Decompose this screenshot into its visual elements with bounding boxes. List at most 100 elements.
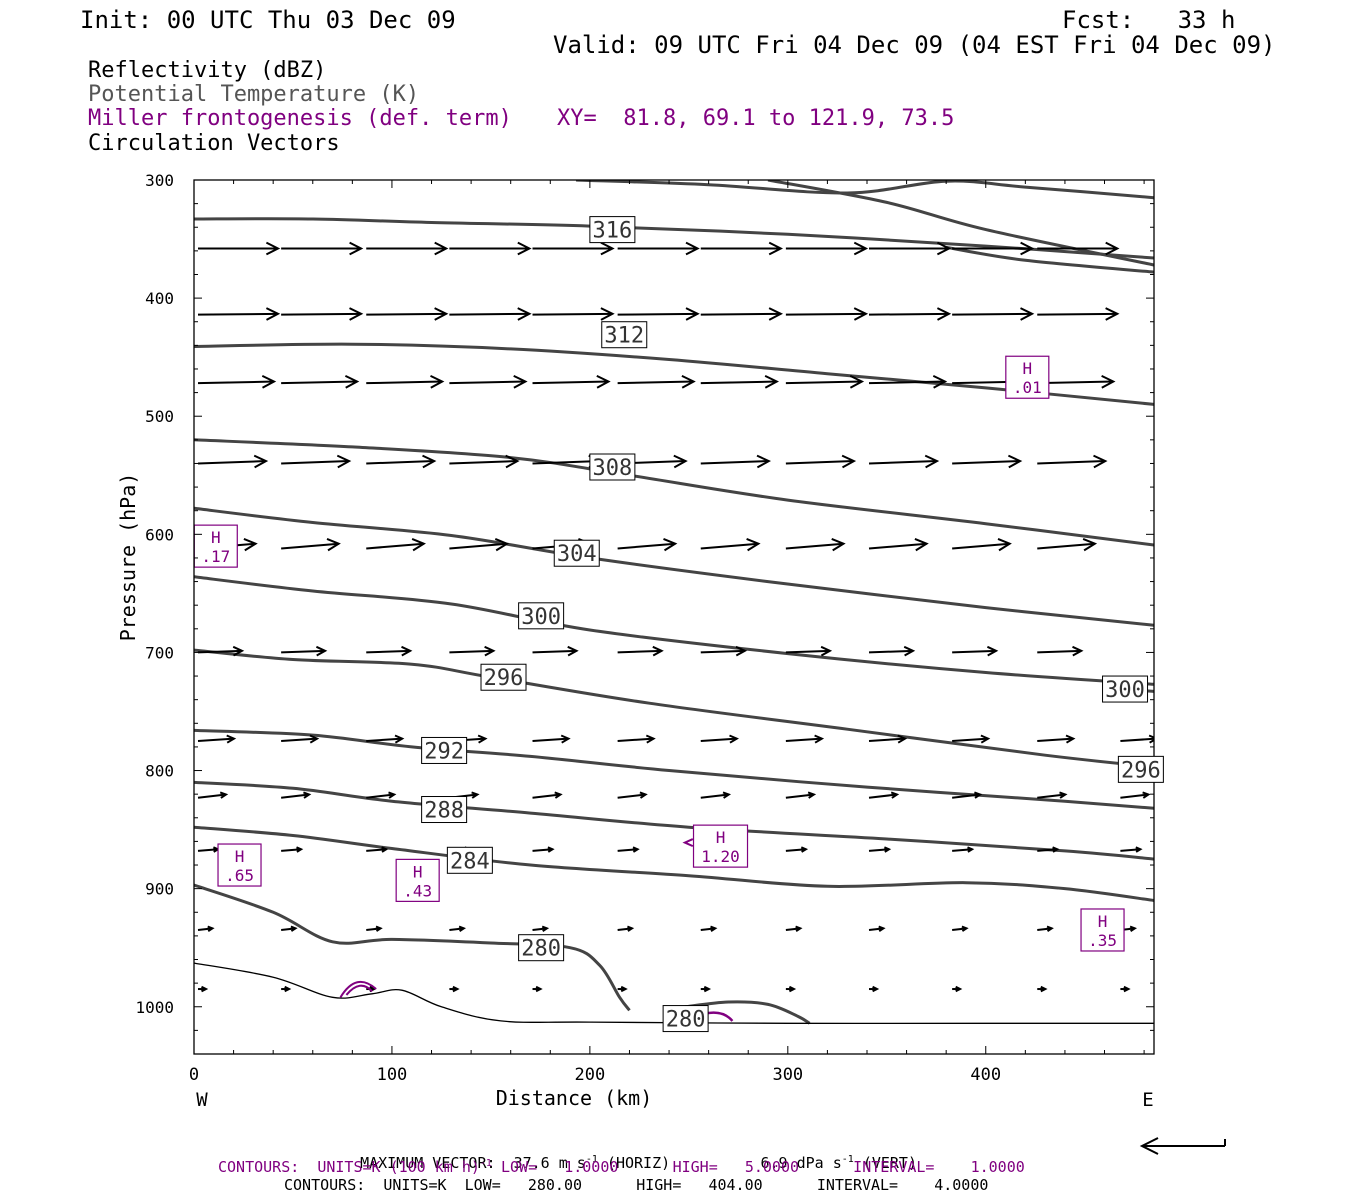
vector-head	[541, 925, 550, 932]
circulation-vector-9-8	[868, 925, 886, 932]
vector-shaft	[952, 542, 1010, 550]
vector-head	[517, 241, 532, 256]
circulation-vector-3-1	[281, 454, 352, 469]
vector-head	[394, 734, 405, 744]
vector-head	[253, 454, 269, 469]
circulation-vector-0-9	[952, 241, 1035, 256]
circulation-vector-10-5	[617, 985, 628, 993]
vector-shaft	[785, 649, 830, 654]
circulation-vector-6-5	[617, 734, 656, 744]
vector-head	[309, 734, 320, 744]
circulation-vector-1-1	[281, 307, 364, 321]
vector-shaft	[952, 460, 1021, 465]
vector-head	[800, 846, 809, 853]
vector-head	[471, 791, 480, 799]
circulation-vector-4-9	[952, 537, 1012, 552]
circulation-vector-9-0	[197, 925, 215, 932]
vector-head	[1123, 985, 1131, 993]
legend-potential-temperature: Potential Temperature (K)	[88, 82, 420, 107]
circulation-vector-8-1	[281, 846, 304, 853]
circulation-vector-7-11	[1120, 791, 1151, 799]
y-tick-label-600: 600	[145, 525, 174, 544]
vector-head	[388, 791, 397, 799]
circulation-vector-7-1	[281, 791, 312, 799]
frontogenesis-h-label: H	[211, 528, 221, 547]
contour-label-box-300	[518, 602, 565, 630]
circulation-vector-4-1	[281, 537, 341, 552]
vector-shaft	[785, 312, 866, 316]
vector-shaft	[700, 460, 769, 465]
vector-head	[596, 374, 611, 389]
vector-head	[831, 537, 846, 552]
contour-label-box-304	[553, 539, 600, 567]
circulation-vector-0-10	[1037, 241, 1120, 256]
contour-label-316: 316	[593, 219, 633, 244]
contours1-rest: LOW= 1.0000 HIGH= 5.0000 INTERVAL= 1.000…	[491, 1158, 1025, 1176]
circulation-vector-7-6	[700, 791, 732, 799]
vector-head	[381, 846, 389, 853]
vector-head	[535, 985, 543, 993]
circulation-vector-5-2	[366, 645, 413, 657]
vector-head	[430, 374, 445, 389]
vector-shaft	[868, 927, 884, 931]
circulation-vector-9-3	[449, 925, 467, 932]
vector-shaft	[366, 460, 435, 465]
circulation-vector-3-6	[700, 454, 772, 469]
frontogenesis-max-5: H.35	[1080, 908, 1125, 952]
circulation-vector-2-4	[532, 374, 611, 389]
vector-shaft	[197, 793, 227, 799]
circulation-vector-2-6	[700, 374, 780, 389]
circulation-vector-1-4	[532, 307, 615, 321]
vector-head	[505, 454, 520, 469]
vector-head	[768, 307, 784, 321]
y-tick-label-300: 300	[145, 171, 174, 190]
frontogenesis-max-4: H.01	[1005, 355, 1050, 399]
vector-head	[663, 537, 678, 552]
vector-head	[974, 791, 983, 799]
vector-head	[652, 645, 664, 657]
circulation-vector-0-5	[617, 241, 700, 256]
circulation-vector-8-0	[197, 846, 221, 853]
circulation-vector-5-9	[952, 645, 999, 657]
contour-label-box-284	[446, 846, 493, 874]
vector-shaft	[785, 848, 806, 852]
vector-shaft	[1037, 927, 1052, 931]
contours1-exponent: -1	[479, 1158, 492, 1169]
vector-shaft	[617, 793, 646, 799]
x-tick-label-100: 100	[377, 1065, 408, 1085]
theta-contour-300-7	[194, 575, 1154, 686]
vector-head	[1072, 645, 1084, 657]
vector-head	[681, 374, 696, 389]
y-tick-label-500: 500	[145, 407, 174, 426]
vector-shaft	[197, 848, 219, 852]
x-end-label-east: E	[1142, 1089, 1153, 1111]
vector-head	[924, 454, 940, 469]
vector-shaft	[197, 927, 213, 931]
frontogenesis-box	[217, 843, 262, 887]
frontogenesis-value: .65	[225, 866, 254, 885]
x-tick-label-200: 200	[575, 1065, 606, 1085]
circulation-vector-4-2	[366, 537, 426, 552]
circulation-vector-6-11	[1120, 734, 1154, 744]
vector-shaft	[281, 793, 310, 799]
vector-shaft	[449, 649, 494, 654]
contour-labels: 316 312 308 304 300 300 296 296 292 288 284 280 280	[421, 216, 1164, 1033]
vector-head	[997, 537, 1012, 552]
circulation-vector-4-10	[1037, 537, 1098, 552]
y-axis-label: Pressure (hPa)	[116, 473, 140, 642]
theta-contour-316-1	[575, 180, 1154, 200]
vector-shaft	[1037, 737, 1074, 743]
vector-shaft	[1037, 848, 1058, 852]
legend-circulation-vectors: Circulation Vectors	[88, 131, 340, 156]
vector-shaft	[868, 793, 898, 799]
circulation-vector-9-9	[952, 925, 969, 932]
circulation-vector-1-2	[366, 307, 449, 321]
circulation-vector-5-8	[868, 645, 916, 657]
vector-head	[1148, 734, 1154, 744]
forecast-hour: Fcst: 33 h	[1062, 6, 1236, 34]
frontogenesis-max-2: H.43	[395, 858, 440, 902]
vector-head	[897, 734, 908, 744]
vector-head	[452, 985, 460, 993]
theta-contour-280-14	[194, 883, 631, 1012]
circulation-vector-1-7	[785, 307, 869, 321]
